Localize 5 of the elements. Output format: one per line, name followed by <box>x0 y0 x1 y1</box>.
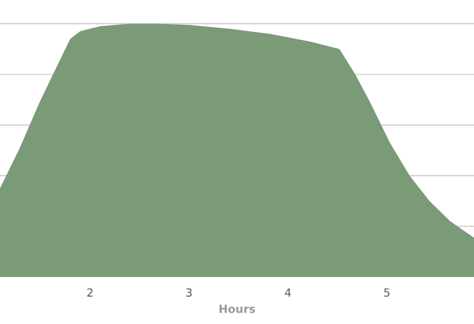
x-axis-title: Hours <box>220 304 255 314</box>
x-tick-label: 2 <box>87 288 92 297</box>
x-tick-label: 4 <box>284 288 291 297</box>
x-tick-label: 5 <box>384 288 390 297</box>
x-tick-label: 3 <box>186 288 192 297</box>
